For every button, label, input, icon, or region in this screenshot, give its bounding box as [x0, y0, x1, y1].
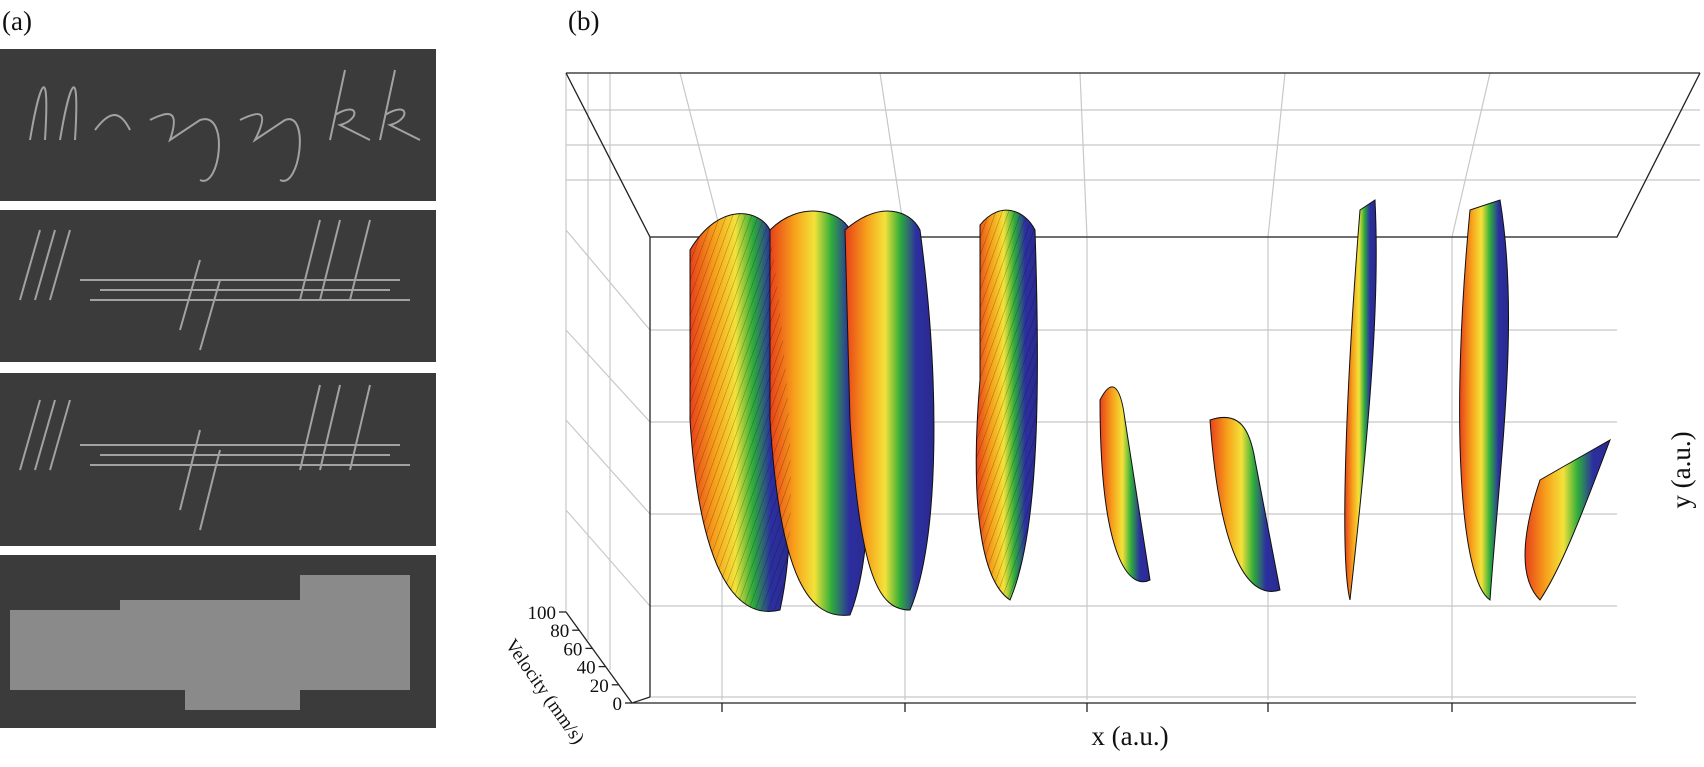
z-tick-label: 100 — [528, 603, 557, 624]
z-tick-label: 40 — [577, 658, 596, 679]
handwriting — [29, 69, 421, 182]
y-axis-label: y (a.u.) — [1666, 431, 1696, 508]
filled-region — [10, 575, 410, 710]
z-tick-label: 80 — [550, 621, 569, 642]
z-tick-label: 0 — [613, 694, 623, 715]
z-tick-label: 60 — [563, 639, 582, 660]
handwriting — [19, 219, 410, 351]
surfaces — [689, 199, 1611, 616]
photo — [0, 49, 436, 201]
panel-label: (b) — [568, 6, 599, 36]
x-ticks — [721, 703, 1453, 712]
panel-label: (a) — [2, 6, 32, 36]
photo-stack — [0, 49, 436, 728]
handwriting — [19, 384, 410, 531]
axes-frame — [565, 72, 1701, 704]
z-tick-label: 20 — [590, 676, 609, 697]
x-axis-label: x (a.u.) — [1091, 721, 1168, 751]
